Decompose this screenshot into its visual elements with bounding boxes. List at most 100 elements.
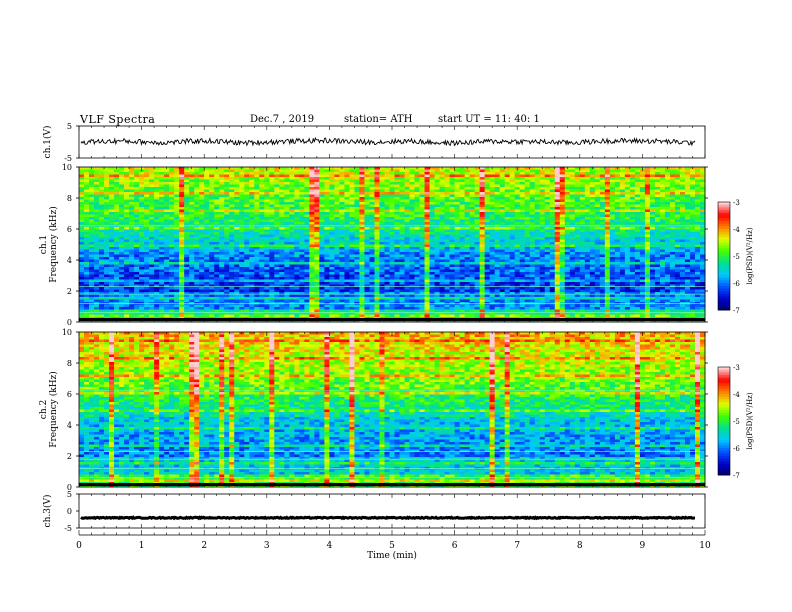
spectrogram-cell — [394, 232, 400, 235]
spectrogram-cell — [479, 227, 486, 230]
spectrogram-cell — [394, 189, 400, 193]
spectrogram-cell — [594, 264, 601, 268]
spectrogram-cell — [174, 257, 180, 260]
spectrogram-cell — [494, 197, 501, 200]
spectrogram-cell — [499, 262, 506, 265]
spectrogram-cell — [439, 237, 445, 240]
spectrogram-cell — [534, 249, 541, 253]
spectrogram-cell — [269, 192, 275, 195]
spectrogram-cell — [274, 227, 280, 230]
spectrogram-cell — [439, 242, 445, 245]
spectrogram-cell — [499, 209, 506, 213]
spectrogram-cell — [459, 194, 466, 198]
spectrogram-cell — [459, 177, 466, 180]
spectrogram-cell — [239, 212, 245, 215]
spectrogram-cell — [249, 212, 255, 215]
spectrogram-cell — [489, 192, 496, 195]
spectrogram-cell — [239, 169, 245, 173]
spectrogram-cell — [159, 254, 165, 258]
spectrogram-cell — [649, 262, 656, 265]
spectrogram-cell — [609, 182, 616, 185]
spectrogram-cell — [159, 217, 165, 220]
spectrogram-cell — [234, 234, 240, 238]
spectrogram-cell — [99, 199, 105, 203]
spectrogram-cell — [99, 227, 105, 230]
spectrogram-cell — [474, 257, 481, 260]
spectrogram-cell — [609, 239, 616, 243]
spectrogram-cell — [454, 227, 461, 230]
spectrogram-cell — [619, 202, 626, 205]
spectrogram-cell — [454, 234, 461, 238]
spectrogram-cell — [169, 204, 175, 208]
spectrogram-cell — [424, 259, 430, 263]
spectrogram-cell — [344, 262, 350, 265]
spectrogram-cell — [494, 172, 501, 175]
spectrogram-cell — [679, 197, 686, 200]
spectrogram-cell — [484, 177, 491, 180]
spectrogram-cell — [629, 192, 636, 195]
spectrogram-cell — [699, 254, 706, 258]
spectrogram-cell — [684, 262, 691, 265]
spectrogram-cell — [164, 252, 170, 255]
spectrogram-cell — [154, 242, 160, 245]
spectrogram-cell — [574, 217, 581, 220]
spectrogram-cell — [469, 227, 476, 230]
spectrogram-cell — [219, 217, 225, 220]
spectrogram-cell — [354, 174, 360, 178]
spectrogram-cell — [114, 234, 120, 238]
spectrogram-cell — [479, 167, 486, 170]
spectrogram-cell — [139, 227, 145, 230]
spectrogram-cell — [219, 259, 225, 263]
spectrogram-cell — [124, 242, 130, 245]
spectrogram-cell — [339, 219, 345, 223]
spectrogram-cell — [564, 189, 571, 193]
spectrogram-cell — [454, 177, 461, 180]
spectrogram-cell — [259, 179, 265, 183]
spectrogram-cell — [274, 254, 280, 258]
spectrogram-cell — [564, 214, 571, 218]
spectrogram-cell — [569, 192, 576, 195]
spectrogram-cell — [544, 222, 551, 225]
spectrogram-cell — [489, 257, 496, 260]
spectrogram-cell — [214, 179, 220, 183]
spectrogram-cell — [404, 192, 410, 195]
spectrogram-cell — [629, 244, 636, 248]
spectrogram-cell — [379, 244, 385, 248]
spectrogram-cell — [694, 219, 701, 223]
spectrogram-cell — [694, 209, 701, 213]
spectrogram-cell — [679, 187, 686, 190]
spectrogram-cell — [424, 172, 430, 175]
spectrogram-cell — [589, 197, 596, 200]
spectrogram-cell — [269, 229, 275, 233]
spectrogram-cell — [124, 257, 130, 260]
spectrogram-cell — [699, 247, 706, 250]
spectrogram-cell — [314, 262, 320, 265]
spectrogram-cell — [659, 204, 666, 208]
spectrogram-cell — [129, 179, 135, 183]
spectrogram-cell — [479, 182, 486, 185]
spectrogram-cell — [364, 244, 370, 248]
spectrogram-cell — [499, 207, 506, 210]
spectrogram-cell — [99, 172, 105, 175]
spectrogram-cell — [204, 204, 210, 208]
spectrogram-cell — [369, 244, 375, 248]
spectrogram-cell — [344, 172, 350, 175]
spectrogram-cell — [479, 237, 486, 240]
spectrogram-cell — [469, 184, 476, 188]
spectrogram-cell — [599, 177, 606, 180]
spectrogram-cell — [659, 202, 666, 205]
spectrogram-cell — [499, 254, 506, 258]
spectrogram-cell — [294, 214, 300, 218]
spectrogram-cell — [414, 229, 420, 233]
spectrogram-cell — [464, 187, 471, 190]
spectrogram-cell — [574, 262, 581, 265]
spectrogram-cell — [524, 239, 531, 243]
spectrogram-cell — [699, 189, 706, 193]
spectrogram-cell — [454, 262, 461, 265]
spectrogram-cell — [329, 219, 335, 223]
spectrogram-cell — [209, 167, 215, 170]
spectrogram-cell — [654, 237, 661, 240]
spectrogram-cell — [574, 257, 581, 260]
spectrogram-cell — [124, 179, 130, 183]
spectrogram-cell — [399, 234, 405, 238]
